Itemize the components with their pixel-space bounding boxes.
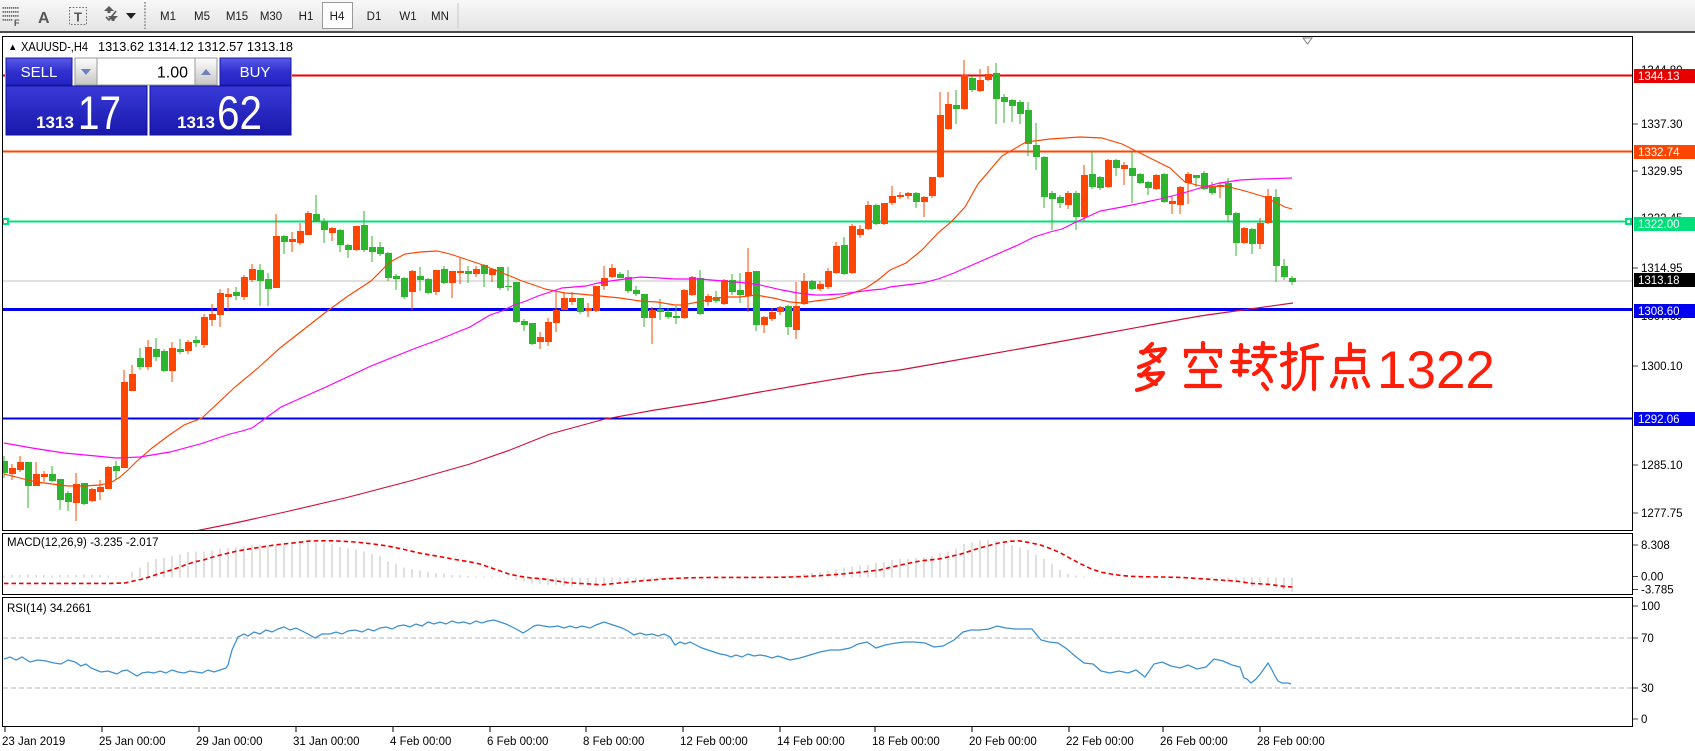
svg-text:M15: M15 bbox=[226, 11, 248, 23]
svg-text:BUY: BUY bbox=[240, 64, 271, 81]
svg-text:28 Feb 00:00: 28 Feb 00:00 bbox=[1257, 736, 1325, 748]
svg-text:1313: 1313 bbox=[177, 113, 215, 132]
svg-text:1313.62 1314.12 1312.57 1313.1: 1313.62 1314.12 1312.57 1313.18 bbox=[98, 39, 293, 54]
svg-text:M30: M30 bbox=[260, 11, 282, 23]
svg-text:1332.74: 1332.74 bbox=[1638, 147, 1680, 159]
svg-text:1313: 1313 bbox=[36, 113, 74, 132]
svg-text:MN: MN bbox=[431, 11, 449, 23]
svg-text:▲: ▲ bbox=[8, 42, 17, 53]
svg-text:31 Jan 00:00: 31 Jan 00:00 bbox=[293, 736, 360, 748]
svg-text:H1: H1 bbox=[299, 11, 314, 23]
svg-text:1300.10: 1300.10 bbox=[1641, 361, 1683, 373]
svg-text:W1: W1 bbox=[399, 11, 416, 23]
svg-text:1322.00: 1322.00 bbox=[1638, 219, 1680, 231]
svg-text:1.00: 1.00 bbox=[157, 65, 188, 82]
svg-text:18 Feb 00:00: 18 Feb 00:00 bbox=[872, 736, 940, 748]
svg-text:22 Feb 00:00: 22 Feb 00:00 bbox=[1066, 736, 1134, 748]
svg-text:23 Jan 2019: 23 Jan 2019 bbox=[2, 736, 65, 748]
svg-text:70: 70 bbox=[1641, 633, 1654, 645]
svg-text:4 Feb 00:00: 4 Feb 00:00 bbox=[390, 736, 451, 748]
svg-text:0.00: 0.00 bbox=[1641, 572, 1663, 584]
svg-text:1313.18: 1313.18 bbox=[1638, 275, 1680, 287]
svg-text:100: 100 bbox=[1641, 601, 1660, 613]
svg-text:-3.785: -3.785 bbox=[1641, 585, 1674, 597]
svg-text:H4: H4 bbox=[330, 11, 345, 23]
svg-text:SELL: SELL bbox=[21, 64, 58, 81]
svg-text:25 Jan 00:00: 25 Jan 00:00 bbox=[99, 736, 166, 748]
svg-text:XAUUSD-,H4: XAUUSD-,H4 bbox=[21, 39, 88, 54]
svg-text:M1: M1 bbox=[160, 11, 176, 23]
svg-text:12 Feb 00:00: 12 Feb 00:00 bbox=[680, 736, 748, 748]
svg-text:6 Feb 00:00: 6 Feb 00:00 bbox=[487, 736, 548, 748]
svg-text:8.308: 8.308 bbox=[1641, 540, 1670, 552]
svg-text:RSI(14) 34.2661: RSI(14) 34.2661 bbox=[7, 603, 91, 615]
svg-text:A: A bbox=[38, 10, 50, 27]
svg-text:1344.13: 1344.13 bbox=[1638, 71, 1680, 83]
svg-text:1285.10: 1285.10 bbox=[1641, 460, 1683, 472]
svg-text:17: 17 bbox=[78, 86, 121, 139]
svg-text:1292.06: 1292.06 bbox=[1638, 414, 1680, 426]
svg-text:0: 0 bbox=[1641, 714, 1647, 726]
svg-text:62: 62 bbox=[217, 86, 262, 139]
svg-text:29 Jan 00:00: 29 Jan 00:00 bbox=[196, 736, 263, 748]
svg-text:26 Feb 00:00: 26 Feb 00:00 bbox=[1160, 736, 1228, 748]
svg-text:F: F bbox=[14, 18, 20, 28]
svg-text:1322: 1322 bbox=[1377, 341, 1495, 400]
svg-text:1314.95: 1314.95 bbox=[1641, 263, 1683, 275]
svg-text:1337.30: 1337.30 bbox=[1641, 119, 1683, 131]
svg-text:T: T bbox=[74, 10, 82, 25]
svg-text:D1: D1 bbox=[367, 11, 382, 23]
svg-text:30: 30 bbox=[1641, 683, 1654, 695]
svg-text:M5: M5 bbox=[194, 11, 210, 23]
svg-text:14 Feb 00:00: 14 Feb 00:00 bbox=[777, 736, 845, 748]
svg-text:1277.75: 1277.75 bbox=[1641, 508, 1683, 520]
svg-text:8 Feb 00:00: 8 Feb 00:00 bbox=[583, 736, 644, 748]
svg-text:MACD(12,26,9) -3.235 -2.017: MACD(12,26,9) -3.235 -2.017 bbox=[7, 537, 159, 549]
svg-text:1308.60: 1308.60 bbox=[1638, 306, 1680, 318]
svg-text:1329.95: 1329.95 bbox=[1641, 166, 1683, 178]
svg-text:20 Feb 00:00: 20 Feb 00:00 bbox=[969, 736, 1037, 748]
